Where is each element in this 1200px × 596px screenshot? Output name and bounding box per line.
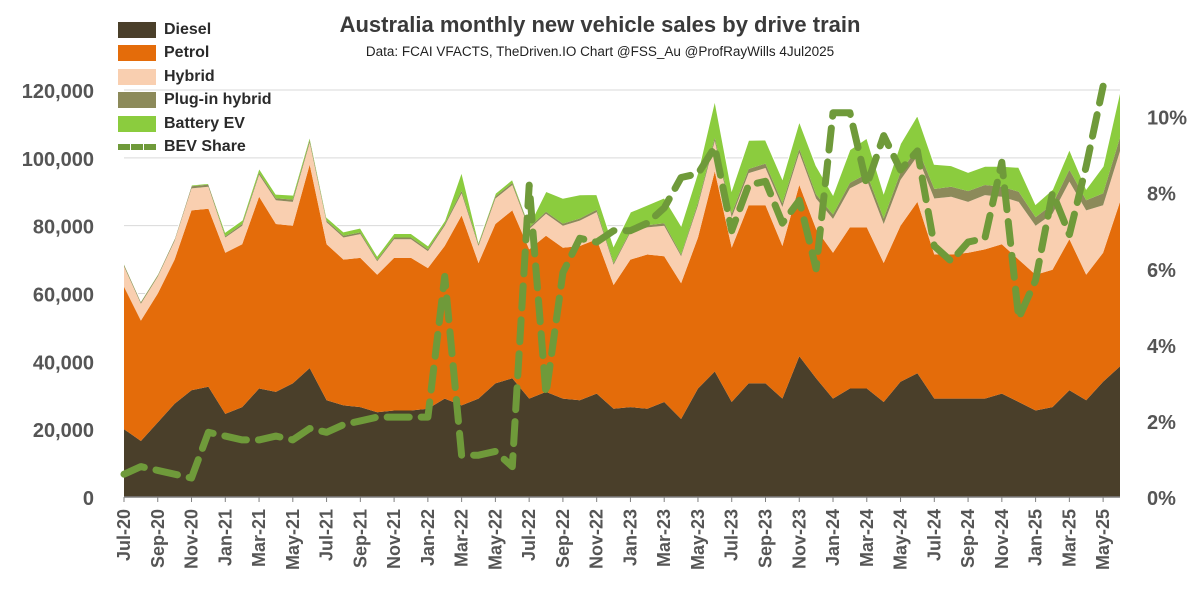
y2-tick-label: 2%	[1147, 412, 1176, 434]
legend-swatch-hybrid	[118, 68, 156, 85]
y2-tick-label: 10%	[1147, 108, 1187, 130]
x-tick-label: Jan-22	[418, 509, 438, 566]
legend-swatch-battery-ev	[118, 115, 156, 132]
legend-item-diesel: Diesel	[118, 18, 272, 42]
legend-label-plugin-hybrid: Plug-in hybrid	[164, 91, 272, 109]
y2-tick-label: 0%	[1147, 488, 1176, 510]
line-bev-share	[120, 82, 1107, 482]
chart-title: Australia monthly new vehicle sales by d…	[339, 12, 861, 37]
legend-label-petrol: Petrol	[164, 44, 210, 62]
x-tick-label: Jul-22	[519, 509, 539, 561]
x-tick-label: May-21	[283, 509, 303, 570]
x-tick-label: Jan-24	[823, 509, 843, 566]
legend-item-plugin-hybrid: Plug-in hybrid	[118, 89, 272, 113]
x-tick-label: Nov-22	[587, 509, 607, 569]
x-tick-label: Nov-21	[384, 509, 404, 569]
y-tick-label: 100,000	[22, 149, 94, 171]
x-tick-label: Mar-22	[452, 509, 472, 567]
y-tick-label: 60,000	[33, 285, 94, 307]
y2-tick-label: 6%	[1147, 260, 1176, 282]
y-tick-label: 40,000	[33, 352, 94, 374]
y-tick-label: 0	[83, 488, 94, 510]
x-tick-label: Jul-23	[722, 509, 742, 561]
x-tick-label: Sep-22	[553, 509, 573, 568]
x-tick-label: May-22	[485, 509, 505, 570]
legend-label-diesel: Diesel	[164, 20, 212, 38]
x-tick-label: Mar-24	[857, 509, 877, 567]
x-tick-label: Jul-20	[114, 509, 134, 561]
y2-tick-label: 8%	[1147, 184, 1176, 206]
x-tick-label: Jan-21	[215, 509, 235, 566]
axes: 0 20,000 40,000 60,000 80,000 100,000 120,000 0…	[22, 81, 1188, 570]
x-tick-label: Sep-23	[756, 509, 776, 568]
legend-swatch-plugin-hybrid	[118, 92, 156, 109]
legend-item-petrol: Petrol	[118, 42, 272, 66]
x-tick-label: Nov-23	[789, 509, 809, 569]
legend-swatch-petrol	[118, 45, 156, 62]
x-tick-label: Nov-20	[182, 509, 202, 569]
x-tick-label: Jan-25	[1026, 509, 1046, 566]
legend-item-bev-share: BEV Share	[118, 136, 272, 160]
legend: Diesel Petrol Hybrid Plug-in hybrid Batt…	[118, 18, 272, 159]
legend-item-hybrid: Hybrid	[118, 65, 272, 89]
y-tick-label: 20,000	[33, 420, 94, 442]
x-tick-label: Mar-23	[654, 509, 674, 567]
x-tick-label: Mar-21	[249, 509, 269, 567]
stacked-areas	[123, 91, 1121, 497]
area-diesel	[124, 356, 1120, 497]
legend-line-bev-share	[118, 144, 156, 151]
legend-item-battery-ev: Battery EV	[118, 112, 272, 136]
x-tick-label: Nov-24	[992, 509, 1012, 569]
x-tick-label: Sep-21	[350, 509, 370, 568]
x-tick-label: May-25	[1093, 509, 1113, 570]
x-tick-label: Jul-21	[317, 509, 337, 561]
bev-share-line-layer	[120, 82, 1107, 482]
chart-subtitle: Data: FCAI VFACTS, TheDriven.IO Chart @F…	[365, 44, 835, 59]
y-tick-label: 120,000	[22, 81, 94, 103]
x-tick-label: Jan-23	[620, 509, 640, 566]
x-tick-label: Jul-24	[924, 509, 944, 561]
x-tick-label: Sep-20	[148, 509, 168, 568]
x-tick-label: Mar-25	[1059, 509, 1079, 567]
legend-label-bev-share: BEV Share	[164, 138, 246, 156]
x-tick-label: May-24	[891, 509, 911, 570]
legend-label-battery-ev: Battery EV	[164, 114, 245, 132]
area-petrol	[124, 164, 1120, 441]
x-tick-label: May-23	[688, 509, 708, 570]
x-tick-label: Sep-24	[958, 509, 978, 568]
legend-swatch-diesel	[118, 21, 156, 38]
y2-tick-label: 4%	[1147, 336, 1176, 358]
legend-label-hybrid: Hybrid	[164, 67, 215, 85]
y-tick-label: 80,000	[33, 217, 94, 239]
area-top-edge	[123, 91, 1121, 303]
